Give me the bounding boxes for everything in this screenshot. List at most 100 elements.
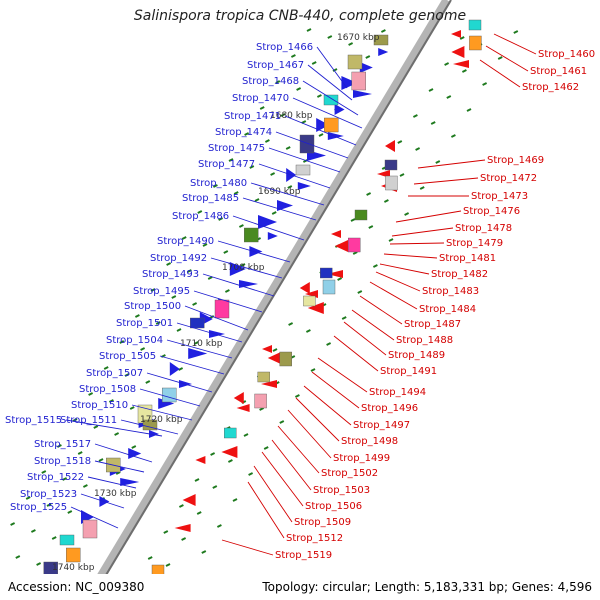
reverse-gene-arrow xyxy=(182,494,196,506)
right-leader-line xyxy=(479,59,521,88)
feature-block xyxy=(257,371,270,383)
right-leader-line xyxy=(383,253,438,259)
tick-mark xyxy=(150,288,156,292)
tick-mark xyxy=(388,238,394,242)
reverse-gene-arrow xyxy=(221,446,238,458)
reverse-gene-arrow xyxy=(174,524,191,532)
tick-mark xyxy=(82,484,88,488)
left-gene-label: Strop_1507 xyxy=(86,368,143,379)
tick-mark xyxy=(466,108,472,112)
left-leader-line xyxy=(131,404,193,421)
feature-block xyxy=(323,94,339,106)
right-gene-label: Strop_1472 xyxy=(480,173,537,184)
left-gene-label: Strop_1468 xyxy=(242,76,299,87)
genome-info-text: Topology: circular; Length: 5,183,331 bp… xyxy=(262,580,592,594)
tick-mark xyxy=(30,529,36,533)
tick-mark xyxy=(233,191,239,195)
right-leader-line xyxy=(395,210,462,223)
tick-mark xyxy=(275,80,281,84)
tick-mark xyxy=(318,133,324,137)
tick-mark xyxy=(366,192,372,196)
backbone-edge xyxy=(90,0,452,600)
feature-block xyxy=(189,317,205,329)
feature-block xyxy=(384,159,398,171)
left-leader-line xyxy=(302,80,359,116)
tick-mark xyxy=(259,106,265,110)
tick-mark xyxy=(51,536,57,540)
feature-block xyxy=(243,227,259,243)
forward-gene-arrow xyxy=(120,478,140,486)
right-gene-label: Strop_1503 xyxy=(313,485,370,496)
tick-mark xyxy=(254,198,260,202)
tick-mark xyxy=(372,264,378,268)
right-leader-line xyxy=(311,371,360,409)
right-gene-label: Strop_1497 xyxy=(353,420,410,431)
tick-mark xyxy=(36,562,42,566)
tick-mark xyxy=(228,158,234,162)
right-gene-label: Strop_1489 xyxy=(388,350,445,361)
tick-mark xyxy=(124,373,130,377)
tick-mark xyxy=(77,451,83,455)
reverse-gene-arrow xyxy=(261,380,277,388)
left-gene-label: Strop_1500 xyxy=(124,301,181,312)
left-leader-line xyxy=(176,322,243,343)
right-gene-label: Strop_1482 xyxy=(431,269,488,280)
tick-mark xyxy=(415,147,421,151)
reverse-gene-arrow xyxy=(267,352,281,364)
left-leader-line xyxy=(146,372,213,393)
tick-mark xyxy=(380,29,386,33)
right-leader-line xyxy=(343,321,387,356)
feature-block xyxy=(348,237,361,253)
left-gene-label: Strop_1471 xyxy=(224,111,281,122)
right-leader-line xyxy=(375,271,421,292)
left-gene-label: Strop_1505 xyxy=(99,351,156,362)
left-leader-line xyxy=(87,476,137,489)
tick-mark xyxy=(446,95,452,99)
tick-mark xyxy=(263,446,269,450)
forward-gene-arrow xyxy=(169,362,180,376)
accession-text: Accession: NC_009380 xyxy=(8,580,145,594)
tick-mark xyxy=(134,314,140,318)
tick-mark xyxy=(482,82,488,86)
reverse-gene-arrow xyxy=(335,240,348,252)
tick-mark xyxy=(368,225,374,229)
forward-gene-arrow xyxy=(229,262,246,276)
tick-mark xyxy=(412,114,418,118)
tick-mark xyxy=(232,498,238,502)
tick-mark xyxy=(178,367,184,371)
tick-mark xyxy=(207,276,213,280)
feature-block xyxy=(214,299,230,319)
left-leader-line xyxy=(120,419,179,435)
kbp-label: 1700 kbp xyxy=(222,263,265,273)
tick-mark xyxy=(428,88,434,92)
left-leader-line xyxy=(217,240,291,263)
forward-gene-arrow xyxy=(249,246,263,257)
tick-mark xyxy=(163,530,169,534)
reverse-gene-arrow xyxy=(327,270,343,278)
right-leader-line xyxy=(295,397,340,442)
reverse-gene-arrow xyxy=(453,60,469,68)
tick-mark xyxy=(288,322,294,326)
tick-mark xyxy=(227,459,233,463)
left-gene-label: Strop_1475 xyxy=(208,143,265,154)
forward-gene-arrow xyxy=(209,330,225,338)
tick-mark xyxy=(140,347,146,351)
tick-mark xyxy=(119,340,125,344)
right-gene-label: Strop_1460 xyxy=(538,49,595,60)
right-gene-label: Strop_1491 xyxy=(380,366,437,377)
left-gene-label: Strop_1485 xyxy=(182,193,239,204)
feature-block xyxy=(65,547,81,563)
tick-mark xyxy=(285,146,291,150)
left-leader-line xyxy=(210,257,283,279)
feature-block xyxy=(295,164,311,176)
forward-gene-arrow xyxy=(353,90,372,98)
reverse-gene-arrow xyxy=(385,140,395,152)
tick-mark xyxy=(210,452,216,456)
left-leader-line xyxy=(184,305,249,331)
tick-mark xyxy=(114,432,120,436)
tick-mark xyxy=(108,399,114,403)
tick-mark xyxy=(10,522,16,526)
right-leader-line xyxy=(417,159,486,169)
feature-block xyxy=(254,393,267,409)
forward-gene-arrow xyxy=(378,48,389,56)
